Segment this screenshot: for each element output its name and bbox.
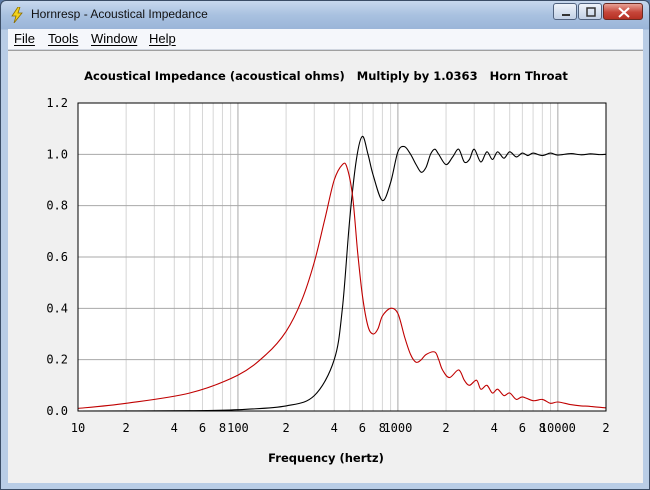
lightning-app-icon (11, 7, 23, 23)
x-tick-label: 8 (219, 421, 226, 435)
x-tick-label: 100 (227, 421, 249, 435)
title-bar[interactable]: Hornresp - Acoustical Impedance (1, 1, 649, 29)
close-icon (618, 7, 630, 18)
menu-tools[interactable]: Tools (48, 31, 79, 46)
menu-bar: File Tools Window Help (8, 29, 643, 50)
y-tick-label: 1.2 (46, 96, 68, 110)
series-line-1 (77, 135, 607, 412)
minimize-icon (562, 14, 570, 16)
x-tick-label: 1000 (383, 421, 412, 435)
window-title: Hornresp - Acoustical Impedance (31, 7, 208, 21)
chart-title: Acoustical Impedance (acoustical ohms) M… (84, 69, 568, 83)
x-tick-label: 6 (519, 421, 526, 435)
x-tick-label: 2 (602, 421, 609, 435)
menu-window[interactable]: Window (91, 31, 138, 46)
y-tick-label: 0.2 (46, 353, 68, 367)
x-tick-label: 2 (282, 421, 289, 435)
y-tick-label: 0.4 (46, 301, 68, 315)
maximize-icon (586, 7, 596, 17)
y-tick-label: 0.0 (46, 404, 68, 418)
minimize-button[interactable] (553, 3, 577, 20)
menu-file[interactable]: File (14, 31, 35, 46)
menu-help[interactable]: Help (149, 31, 176, 46)
x-tick-label: 6 (359, 421, 366, 435)
x-tick-label: 10000 (540, 421, 576, 435)
x-tick-label: 10 (71, 421, 85, 435)
plot-frame (77, 102, 607, 412)
plot-lines (77, 135, 607, 412)
x-tick-label: 8 (539, 421, 546, 435)
grid (78, 103, 606, 411)
close-button[interactable] (603, 3, 643, 20)
x-tick-label: 8 (379, 421, 386, 435)
y-tick-label: 1.0 (46, 147, 68, 161)
x-tick-label: 4 (491, 421, 498, 435)
impedance-chart: Acoustical Impedance (acoustical ohms) M… (46, 69, 609, 465)
x-axis-label: Frequency (hertz) (268, 451, 384, 465)
series-line-2 (77, 162, 607, 409)
x-tick-label: 4 (171, 421, 178, 435)
chart-client-area: Acoustical Impedance (acoustical ohms) M… (8, 50, 643, 483)
x-tick-label: 4 (331, 421, 338, 435)
y-tick-label: 0.6 (46, 250, 68, 264)
x-tick-label: 6 (199, 421, 206, 435)
maximize-button[interactable] (578, 3, 602, 20)
x-tick-label: 2 (123, 421, 130, 435)
x-tick-label: 2 (442, 421, 449, 435)
y-tick-label: 0.8 (46, 199, 68, 213)
